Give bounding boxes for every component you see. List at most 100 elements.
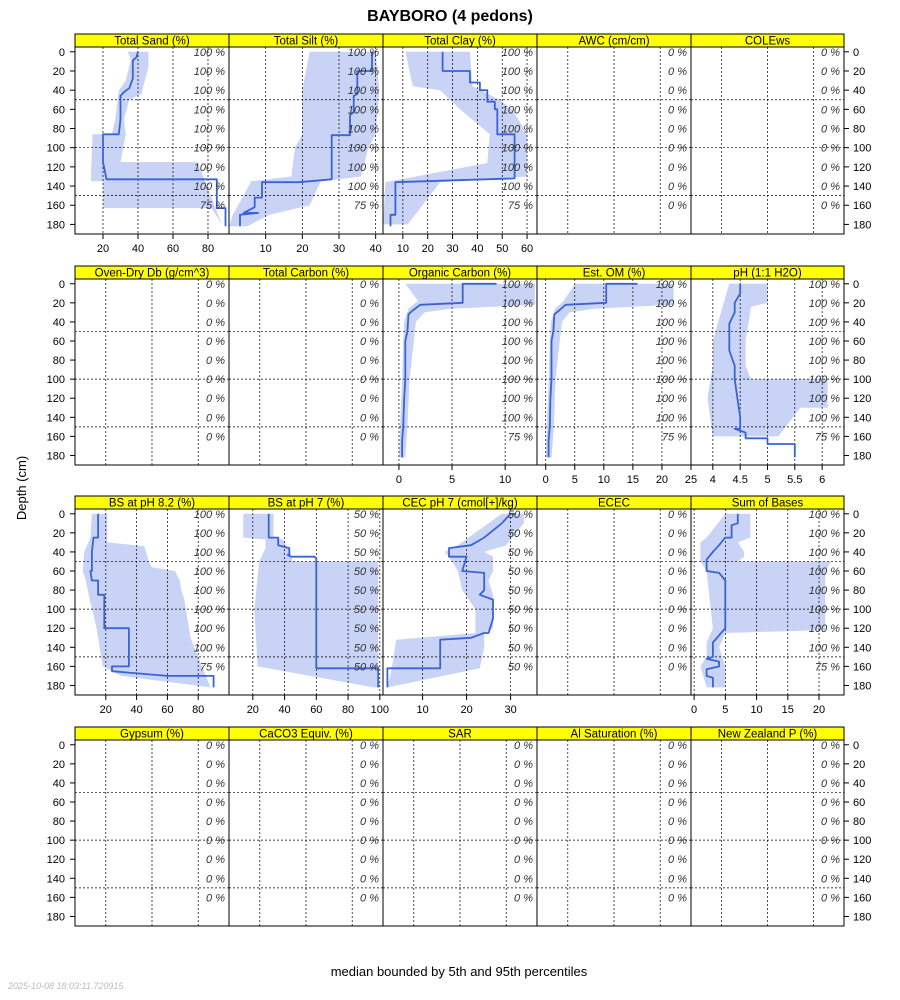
pedon-percent-label: 100 % bbox=[502, 85, 533, 97]
x-tick-label: 5 bbox=[722, 704, 728, 716]
pedon-percent-label: 0 % bbox=[668, 642, 687, 654]
pedon-percent-label: 100 % bbox=[194, 604, 225, 616]
panel-bs-at-ph-7: 50 % 50 % 50 % 50 % 50 % 50 % 50 % 50 % 50 % BS a… bbox=[228, 495, 389, 716]
median-line bbox=[389, 51, 516, 227]
pedon-percent-label: 75 % bbox=[354, 200, 379, 212]
pedon-percent-label: 100 % bbox=[194, 547, 225, 559]
pedon-percent-label: 0 % bbox=[668, 528, 687, 540]
y-tick-label: 40 bbox=[853, 547, 865, 559]
median-line bbox=[239, 51, 373, 227]
y-tick-label: 120 bbox=[853, 854, 871, 866]
pedon-percent-label: 0 % bbox=[821, 66, 840, 78]
pedon-percent-label: 0 % bbox=[668, 547, 687, 559]
pedon-percent-label: 0 % bbox=[206, 740, 225, 752]
strip-label: BS at pH 7 (%) bbox=[268, 498, 345, 510]
pedon-percent-label: 100 % bbox=[348, 181, 379, 193]
y-tick-label: 180 bbox=[853, 219, 871, 231]
median-line bbox=[386, 512, 515, 688]
strip-label: Gypsum (%) bbox=[120, 729, 184, 741]
pedon-percent-label: 100 % bbox=[502, 298, 533, 310]
pedon-percent-label: 0 % bbox=[360, 759, 379, 771]
x-tick-label: 40 bbox=[130, 704, 142, 716]
percentile-band bbox=[90, 51, 222, 225]
plot-area bbox=[75, 740, 229, 926]
pedon-percent-label: 100 % bbox=[502, 143, 533, 155]
pedon-percent-label: 0 % bbox=[668, 124, 687, 136]
strip-label: Total Clay (%) bbox=[424, 36, 496, 48]
pedon-percent-label: 0 % bbox=[514, 835, 533, 847]
x-tick-label: 25 bbox=[685, 474, 697, 486]
y-tick-label: 20 bbox=[53, 528, 65, 540]
pedon-percent-label: 100 % bbox=[656, 355, 687, 367]
y-tick-label: 180 bbox=[47, 450, 65, 462]
x-tick-label: 4 bbox=[710, 474, 716, 486]
pedon-percent-label: 0 % bbox=[514, 778, 533, 790]
pedon-percent-label: 75 % bbox=[200, 661, 225, 673]
y-tick-label: 100 bbox=[47, 143, 65, 155]
pedon-percent-label: 100 % bbox=[809, 585, 840, 597]
pedon-percent-label: 100 % bbox=[348, 47, 379, 59]
panel-ph-1-1-h2o: 100 % 100 % 100 % 100 % 100 % 100 % 100 % 100 %… bbox=[690, 265, 871, 486]
panel-est-om: 100 % 100 % 100 % 100 % 100 % 100 % 100 % 100 %… bbox=[536, 265, 697, 486]
pedon-percent-label: 50 % bbox=[508, 661, 533, 673]
plot-area bbox=[229, 279, 383, 465]
pedon-percent-label: 0 % bbox=[514, 854, 533, 866]
pedon-percent-label: 100 % bbox=[656, 393, 687, 405]
y-tick-label: 0 bbox=[59, 47, 65, 59]
pedon-percent-label: 0 % bbox=[360, 412, 379, 424]
pedon-percent-label: 100 % bbox=[809, 412, 840, 424]
y-tick-label: 140 bbox=[853, 412, 871, 424]
pedon-percent-label: 100 % bbox=[809, 298, 840, 310]
pedon-percent-label: 0 % bbox=[668, 200, 687, 212]
pedon-percent-label: 100 % bbox=[809, 623, 840, 635]
y-tick-label: 120 bbox=[853, 162, 871, 174]
pedon-percent-label: 0 % bbox=[360, 797, 379, 809]
pedon-percent-label: 0 % bbox=[821, 854, 840, 866]
y-tick-label: 80 bbox=[53, 124, 65, 136]
y-tick-label: 100 bbox=[47, 835, 65, 847]
panel-sum-of-bases: 100 % 100 % 100 % 100 % 100 % 100 % 100 % 100 %… bbox=[690, 495, 871, 716]
y-tick-label: 60 bbox=[53, 336, 65, 348]
pedon-percent-label: 0 % bbox=[206, 431, 225, 443]
pedon-percent-label: 0 % bbox=[206, 412, 225, 424]
y-tick-label: 0 bbox=[853, 279, 859, 291]
pedon-percent-label: 100 % bbox=[502, 336, 533, 348]
median-line bbox=[547, 282, 638, 458]
y-tick-label: 40 bbox=[853, 317, 865, 329]
y-tick-label: 80 bbox=[53, 585, 65, 597]
x-tick-label: 40 bbox=[471, 243, 483, 255]
panel-al-saturation: 0 % 0 % 0 % 0 % 0 % 0 % 0 % 0 % 0 % Al Saturation… bbox=[536, 726, 692, 927]
x-tick-label: 80 bbox=[192, 704, 204, 716]
strip bbox=[690, 33, 845, 48]
pedon-percent-label: 0 % bbox=[668, 143, 687, 155]
x-tick-label: 80 bbox=[342, 704, 354, 716]
y-tick-label: 100 bbox=[853, 374, 871, 386]
pedon-percent-label: 0 % bbox=[821, 835, 840, 847]
pedon-percent-label: 50 % bbox=[508, 585, 533, 597]
pedon-percent-label: 75 % bbox=[815, 661, 840, 673]
pedon-percent-label: 50 % bbox=[508, 528, 533, 540]
strip-label: Al Saturation (%) bbox=[571, 729, 658, 741]
x-tick-label: 40 bbox=[278, 704, 290, 716]
plot-area bbox=[229, 509, 383, 695]
pedon-percent-label: 0 % bbox=[821, 740, 840, 752]
pedon-percent-label: 0 % bbox=[668, 509, 687, 521]
y-tick-label: 80 bbox=[53, 355, 65, 367]
pedon-percent-label: 100 % bbox=[656, 298, 687, 310]
pedon-percent-label: 100 % bbox=[656, 279, 687, 291]
percentile-band bbox=[387, 513, 524, 688]
pedon-percent-label: 100 % bbox=[656, 317, 687, 329]
x-tick-label: 0 bbox=[691, 704, 697, 716]
pedon-percent-label: 50 % bbox=[354, 566, 379, 578]
percentile-band bbox=[82, 513, 211, 688]
pedon-percent-label: 50 % bbox=[354, 528, 379, 540]
pedon-percent-label: 0 % bbox=[206, 892, 225, 904]
pedon-percent-label: 0 % bbox=[821, 892, 840, 904]
y-tick-label: 140 bbox=[47, 181, 65, 193]
y-tick-label: 180 bbox=[47, 911, 65, 923]
y-tick-label: 160 bbox=[853, 431, 871, 443]
y-tick-label: 140 bbox=[853, 642, 871, 654]
y-tick-label: 100 bbox=[853, 604, 871, 616]
pedon-percent-label: 100 % bbox=[656, 336, 687, 348]
y-tick-label: 120 bbox=[47, 854, 65, 866]
